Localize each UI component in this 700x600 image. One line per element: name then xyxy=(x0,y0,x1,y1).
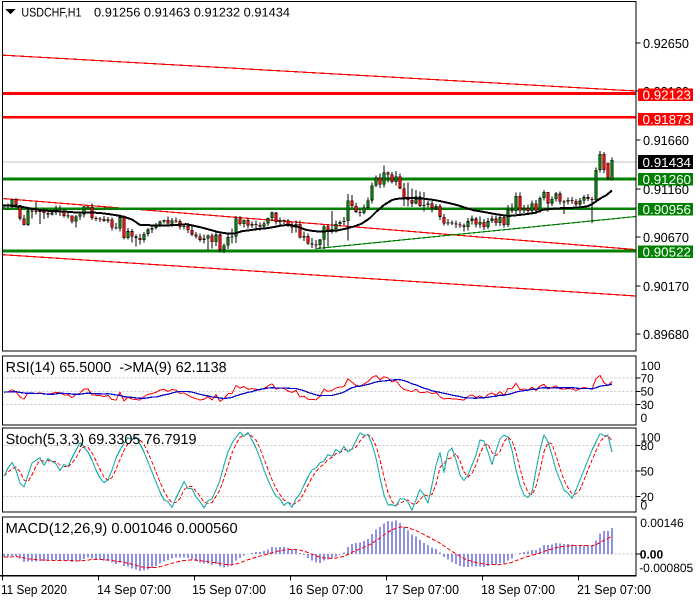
svg-text:17 Sep 07:00: 17 Sep 07:00 xyxy=(385,582,459,597)
svg-text:0.91260: 0.91260 xyxy=(643,172,692,187)
svg-text:15 Sep 07:00: 15 Sep 07:00 xyxy=(192,582,266,597)
svg-text:0.90670: 0.90670 xyxy=(643,230,689,245)
svg-text:0.91434: 0.91434 xyxy=(643,155,692,170)
svg-text:0: 0 xyxy=(641,498,648,512)
svg-text:80: 80 xyxy=(641,439,655,453)
svg-text:50: 50 xyxy=(641,464,655,478)
svg-text:30: 30 xyxy=(641,398,655,412)
svg-text:0.92123: 0.92123 xyxy=(643,88,692,103)
svg-text:0: 0 xyxy=(641,411,648,425)
svg-text:0.00146: 0.00146 xyxy=(640,516,684,530)
svg-text:21 Sep 07:00: 21 Sep 07:00 xyxy=(577,582,651,597)
svg-text:0.89680: 0.89680 xyxy=(643,327,689,342)
svg-text:70: 70 xyxy=(641,371,655,385)
svg-text:0.92650: 0.92650 xyxy=(643,36,689,51)
svg-text:14 Sep 07:00: 14 Sep 07:00 xyxy=(97,582,171,597)
svg-text:16 Sep 07:00: 16 Sep 07:00 xyxy=(289,582,363,597)
svg-text:RSI(14) 65.5000 ->MA(9) 62.11: RSI(14) 65.5000 ->MA(9) 62.1138 xyxy=(6,360,227,376)
svg-text:MACD(12,26,9) 0.001046 0.00056: MACD(12,26,9) 0.001046 0.000560 xyxy=(6,521,238,537)
svg-text:0.91256 0.91463 0.91232 0.9143: 0.91256 0.91463 0.91232 0.91434 xyxy=(94,5,290,19)
svg-text:0.90956: 0.90956 xyxy=(643,202,692,217)
svg-text:0.91660: 0.91660 xyxy=(643,133,689,148)
svg-text:USDCHF,H1: USDCHF,H1 xyxy=(21,5,81,19)
svg-text:0.00: 0.00 xyxy=(640,548,664,562)
svg-text:100: 100 xyxy=(641,430,661,444)
svg-text:20: 20 xyxy=(641,490,655,504)
svg-text:50: 50 xyxy=(641,385,655,399)
svg-text:0.91873: 0.91873 xyxy=(643,112,692,127)
svg-text:18 Sep 07:00: 18 Sep 07:00 xyxy=(481,582,555,597)
svg-text:11 Sep 2020: 11 Sep 2020 xyxy=(1,582,67,597)
svg-text:-0.000805: -0.000805 xyxy=(639,561,693,575)
svg-text:0.91160: 0.91160 xyxy=(643,182,689,197)
svg-text:Stoch(5,3,3) 69.3305 76.7919: Stoch(5,3,3) 69.3305 76.7919 xyxy=(6,432,197,448)
svg-text:0.90522: 0.90522 xyxy=(643,244,692,259)
svg-text:0.90170: 0.90170 xyxy=(643,279,689,294)
svg-text:100: 100 xyxy=(641,359,661,373)
